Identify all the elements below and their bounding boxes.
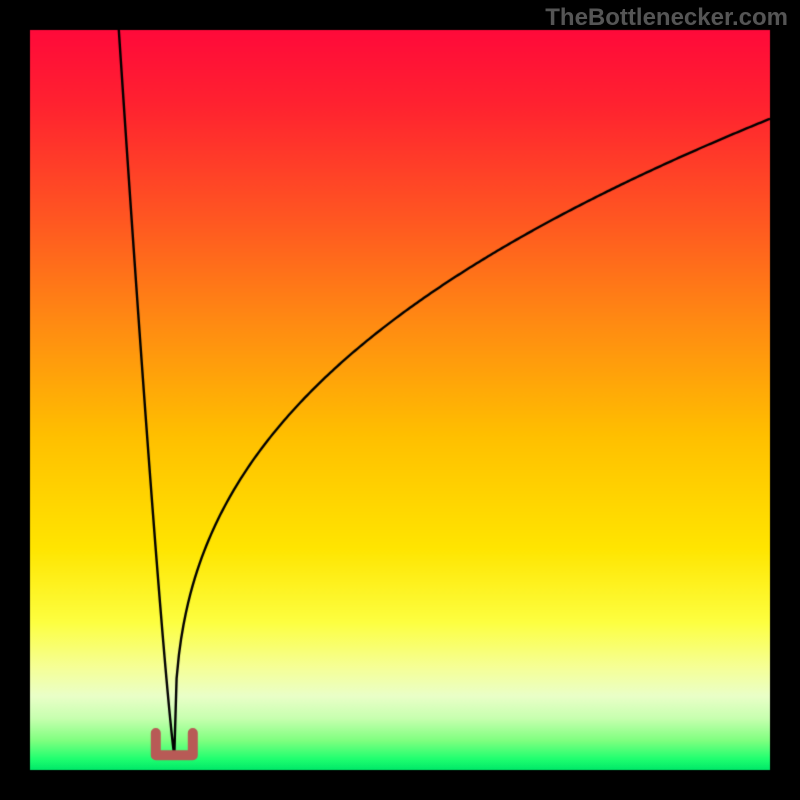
chart-stage: TheBottlenecker.com	[0, 0, 800, 800]
bottleneck-gradient-chart	[0, 0, 800, 800]
watermark-text: TheBottlenecker.com	[545, 4, 788, 32]
